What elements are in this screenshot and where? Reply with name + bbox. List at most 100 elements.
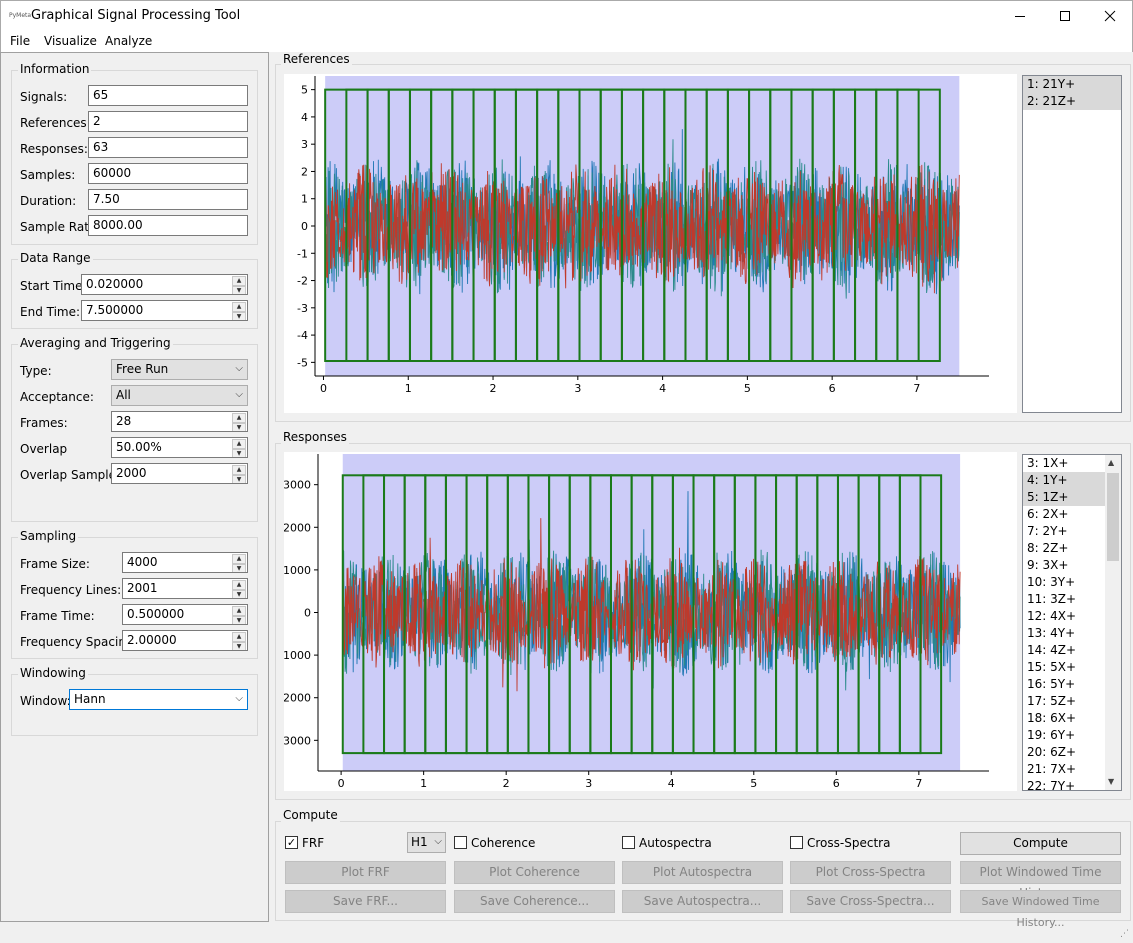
responses-channel-item[interactable]: 6: 2X+ [1027, 507, 1069, 521]
responses-channel-item[interactable]: 11: 3Z+ [1027, 592, 1077, 606]
window-value: Hann [74, 692, 106, 706]
maximize-button[interactable] [1042, 1, 1088, 31]
responses-channel-item[interactable]: 7: 2Y+ [1027, 524, 1068, 538]
responses-channel-item[interactable]: 13: 4Y+ [1027, 626, 1076, 640]
spin-up-icon[interactable]: ▲ [232, 554, 246, 564]
references-channel-item[interactable]: 1: 21Y+ [1023, 76, 1121, 93]
frf-checkbox[interactable]: ✓ [285, 836, 298, 849]
y-tick-label: -1 [297, 247, 308, 260]
cross-spectra-checkbox[interactable] [790, 836, 803, 849]
save-windowed-time-history-button[interactable]: Save Windowed Time History... [960, 890, 1121, 929]
save-cross-spectra-button[interactable]: Save Cross-Spectra... [790, 890, 951, 913]
responses-channel-item[interactable]: 22: 7Y+ [1027, 779, 1076, 791]
responses-channel-item[interactable]: 4: 1Y+ [1023, 472, 1105, 489]
spin-up-icon[interactable]: ▲ [232, 276, 246, 286]
spin-down-icon[interactable]: ▼ [232, 449, 246, 457]
sample-rate-label: Sample Rate [20, 220, 97, 234]
save-autospectra-button[interactable]: Save Autospectra... [622, 890, 783, 913]
responses-channel-list[interactable]: 3: 1X+ 4: 1Y+ 5: 1Z+ 6: 2X+ 7: 2Y+ 8: 2Z+ 9: 3… [1022, 454, 1122, 791]
responses-field[interactable]: 63 [88, 137, 248, 158]
coherence-checkbox[interactable] [454, 836, 467, 849]
plot-coherence-button[interactable]: Plot Coherence [454, 861, 615, 884]
responses-plot[interactable]: 0 1 2 3 4 5 6 7 -3000 -2000 -1000 0 1000 2000 3000 [279, 452, 1017, 791]
spin-up-icon[interactable]: ▲ [232, 632, 246, 642]
overlap-label: Overlap [20, 442, 68, 456]
spin-up-icon[interactable]: ▲ [232, 439, 246, 449]
responses-channel-item[interactable]: 21: 7X+ [1027, 762, 1077, 776]
menu-visualize[interactable]: Visualize [44, 34, 97, 48]
plot-frf-button[interactable]: Plot FRF [285, 861, 446, 884]
overlap-spinbox[interactable]: 50.00% ▲ ▼ [111, 437, 248, 458]
close-button[interactable] [1087, 1, 1133, 31]
samples-field[interactable]: 60000 [88, 163, 248, 184]
frequency-lines-spinbox[interactable]: 2001 ▲ ▼ [122, 578, 248, 599]
plot-cross-spectra-button[interactable]: Plot Cross-Spectra [790, 861, 951, 884]
responses-channel-item[interactable]: 18: 6X+ [1027, 711, 1077, 725]
references-channel-item[interactable]: 2: 21Z+ [1023, 93, 1121, 110]
responses-channel-item[interactable]: 17: 5Z+ [1027, 694, 1077, 708]
type-dropdown[interactable]: Free Run ⌵ [111, 359, 248, 380]
scroll-down-icon[interactable]: ▼ [1108, 777, 1115, 786]
frf-label: FRF [302, 836, 325, 850]
responses-channel-item[interactable]: 8: 2Z+ [1027, 541, 1069, 555]
title-bar[interactable]: PyMeta Graphical Signal Processing Tool [0, 0, 1133, 31]
spin-up-icon[interactable]: ▲ [232, 606, 246, 616]
responses-channel-item[interactable]: 12: 4X+ [1027, 609, 1077, 623]
compute-button[interactable]: Compute [960, 832, 1121, 855]
references-channel-list[interactable]: 1: 21Y+ 2: 21Z+ [1022, 75, 1122, 413]
spin-down-icon[interactable]: ▼ [232, 564, 246, 572]
spin-up-icon[interactable]: ▲ [232, 580, 246, 590]
spin-up-icon[interactable]: ▲ [232, 413, 246, 423]
spin-down-icon[interactable]: ▼ [232, 590, 246, 598]
spin-down-icon[interactable]: ▼ [232, 642, 246, 650]
save-frf-button[interactable]: Save FRF... [285, 890, 446, 913]
responses-channel-item[interactable]: 20: 6Z+ [1027, 745, 1077, 759]
frame-time-spinbox[interactable]: 0.500000 ▲ ▼ [122, 604, 248, 625]
chevron-down-icon: ⌵ [235, 389, 243, 400]
window-label: Window: [20, 694, 71, 708]
responses-channel-item[interactable]: 5: 1Z+ [1023, 489, 1105, 506]
plot-windowed-time-history-button[interactable]: Plot Windowed Time History [960, 861, 1121, 900]
coherence-label: Coherence [471, 836, 536, 850]
menu-file[interactable]: File [10, 34, 31, 48]
end-time-spinbox[interactable]: 7.500000 ▲ ▼ [81, 300, 248, 321]
responses-channel-item[interactable]: 16: 5Y+ [1027, 677, 1076, 691]
references-field[interactable]: 2 [88, 111, 248, 132]
frequency-spacing-spinbox[interactable]: 2.00000 ▲ ▼ [122, 630, 248, 651]
minimize-button[interactable] [997, 1, 1043, 31]
references-plot[interactable]: 0 1 2 3 4 5 6 7 -5 -4 -3 -2 -1 0 1 2 3 4 5 [284, 74, 1017, 413]
resize-grip-icon[interactable]: ⋰ [1120, 929, 1129, 939]
scrollbar-thumb[interactable] [1107, 473, 1119, 561]
estimator-dropdown[interactable]: H1 ⌵ [407, 832, 446, 853]
signals-field[interactable]: 65 [88, 85, 248, 106]
window-dropdown[interactable]: Hann ⌵ [69, 689, 248, 710]
estimator-value: H1 [411, 835, 428, 849]
plot-autospectra-button[interactable]: Plot Autospectra [622, 861, 783, 884]
responses-channel-item[interactable]: 9: 3X+ [1027, 558, 1069, 572]
spin-down-icon[interactable]: ▼ [232, 475, 246, 483]
spin-up-icon[interactable]: ▲ [232, 302, 246, 312]
autospectra-checkbox[interactable] [622, 836, 635, 849]
frames-spinbox[interactable]: 28 ▲ ▼ [111, 411, 248, 432]
spin-down-icon[interactable]: ▼ [232, 423, 246, 431]
scroll-up-icon[interactable]: ▲ [1108, 458, 1115, 467]
responses-channel-item[interactable]: 10: 3Y+ [1027, 575, 1076, 589]
sample-rate-field[interactable]: 8000.00 [88, 215, 248, 236]
spin-down-icon[interactable]: ▼ [232, 286, 246, 294]
responses-scrollbar[interactable]: ▲ ▼ [1105, 455, 1121, 790]
spin-up-icon[interactable]: ▲ [232, 465, 246, 475]
save-coherence-button[interactable]: Save Coherence... [454, 890, 615, 913]
spin-down-icon[interactable]: ▼ [232, 616, 246, 624]
frame-size-spinbox[interactable]: 4000 ▲ ▼ [122, 552, 248, 573]
menu-analyze[interactable]: Analyze [105, 34, 153, 48]
responses-channel-item[interactable]: 3: 1X+ [1027, 456, 1069, 470]
acceptance-dropdown[interactable]: All ⌵ [111, 385, 248, 406]
responses-channel-item[interactable]: 19: 6Y+ [1027, 728, 1076, 742]
responses-channel-item[interactable]: 15: 5X+ [1027, 660, 1077, 674]
overlap-samples-spinbox[interactable]: 2000 ▲ ▼ [111, 463, 248, 484]
start-time-spinbox[interactable]: 0.020000 ▲ ▼ [81, 274, 248, 295]
duration-field[interactable]: 7.50 [88, 189, 248, 210]
y-tick-label: 4 [301, 111, 308, 124]
responses-channel-item[interactable]: 14: 4Z+ [1027, 643, 1077, 657]
spin-down-icon[interactable]: ▼ [232, 312, 246, 320]
